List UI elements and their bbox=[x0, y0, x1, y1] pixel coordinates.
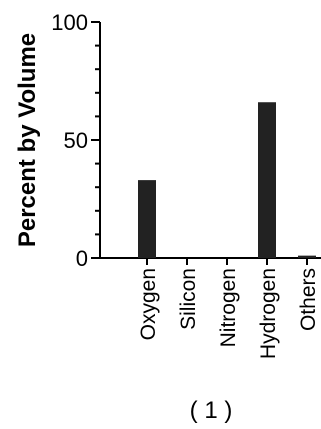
y-axis-label: Percent by Volume bbox=[14, 33, 41, 247]
bar bbox=[138, 180, 156, 258]
y-tick-label: 100 bbox=[51, 10, 88, 35]
bar bbox=[298, 255, 316, 258]
bar bbox=[258, 102, 276, 259]
y-tick-label: 0 bbox=[76, 246, 88, 271]
figure-caption: ( 1 ) bbox=[190, 397, 233, 424]
x-category-label: Hydrogen bbox=[257, 268, 280, 359]
plot-area: 0 50 100 Oxygen Silicon Nitrogen Hydrogen Other… bbox=[51, 10, 321, 359]
x-category-label: Silicon bbox=[177, 268, 200, 330]
x-category-label: Nitrogen bbox=[217, 268, 240, 347]
x-category-label: Others bbox=[297, 268, 320, 331]
x-category-label: Oxygen bbox=[137, 268, 160, 340]
y-tick-label: 50 bbox=[64, 128, 88, 153]
